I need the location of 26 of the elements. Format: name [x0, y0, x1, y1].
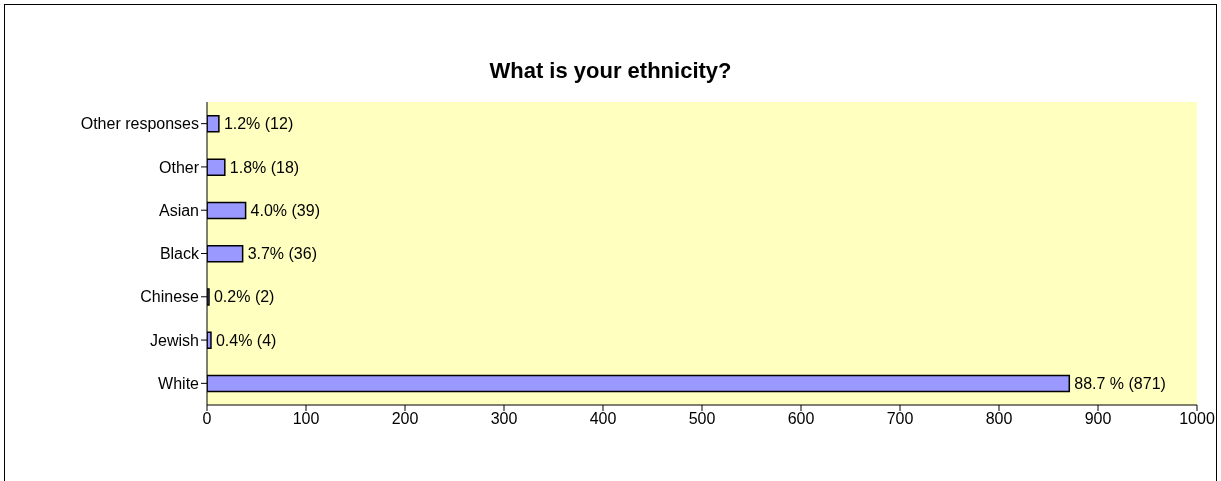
data-label: 3.7% (36) [247, 245, 318, 263]
data-label: 1.8% (18) [229, 158, 300, 176]
x-tick-label: 300 [490, 410, 518, 428]
data-label: 0.2% (2) [213, 288, 275, 306]
y-tick-label: White [158, 375, 200, 393]
x-tick-label: 800 [985, 410, 1013, 428]
data-label: 4.0% (39) [250, 201, 320, 219]
data-label: 88.7 % (871) [1074, 375, 1166, 393]
x-tick-label: 600 [787, 410, 815, 428]
x-tick-label: 1000 [1179, 410, 1215, 428]
y-tick-label: Chinese [140, 288, 200, 306]
x-tick-label: 0 [202, 410, 212, 428]
x-tick-label: 400 [589, 410, 617, 428]
y-tick-label: Other [158, 158, 200, 176]
chart-title: What is your ethnicity? [488, 58, 733, 84]
y-tick-label: Asian [158, 201, 199, 219]
x-tick-label: 200 [391, 410, 419, 428]
x-tick-label: 500 [688, 410, 716, 428]
x-tick-label: 100 [292, 410, 320, 428]
x-tick-label: 700 [886, 410, 914, 428]
data-label: 1.2% (12) [223, 115, 294, 133]
y-tick-label: Jewish [150, 331, 199, 349]
y-tick-label: Other responses [80, 115, 199, 133]
data-label: 0.4% (4) [215, 331, 277, 349]
x-tick-label: 900 [1084, 410, 1112, 428]
y-tick-label: Black [159, 245, 200, 263]
